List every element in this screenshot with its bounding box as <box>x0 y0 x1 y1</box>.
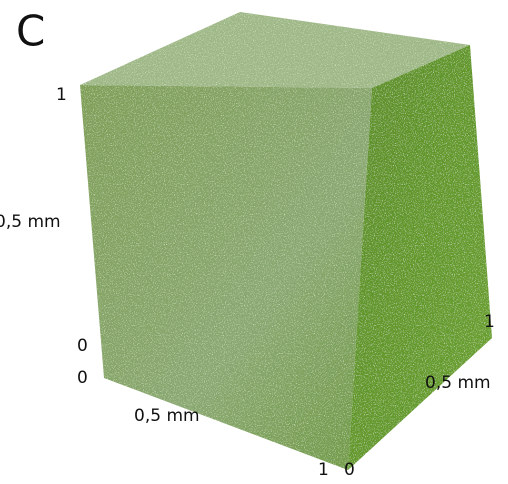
axis-label: 0,5 mm <box>0 212 61 232</box>
axis-label: 0,5 mm <box>134 406 200 426</box>
axis-label: 0 <box>77 336 88 356</box>
axis-label: 0 <box>344 460 355 480</box>
figure-panel: C 1 0,5 mm 0 0 0,5 mm 1 0 1 0,5 mm <box>0 0 508 484</box>
axis-label: 0 <box>77 368 88 388</box>
axis-label: 0,5 mm <box>425 373 491 393</box>
axis-label: 1 <box>318 460 329 480</box>
axis-label: 1 <box>484 312 495 332</box>
axis-label: 1 <box>56 85 67 105</box>
panel-label: C <box>16 7 45 56</box>
cube <box>80 12 492 470</box>
cube-front <box>80 85 372 470</box>
